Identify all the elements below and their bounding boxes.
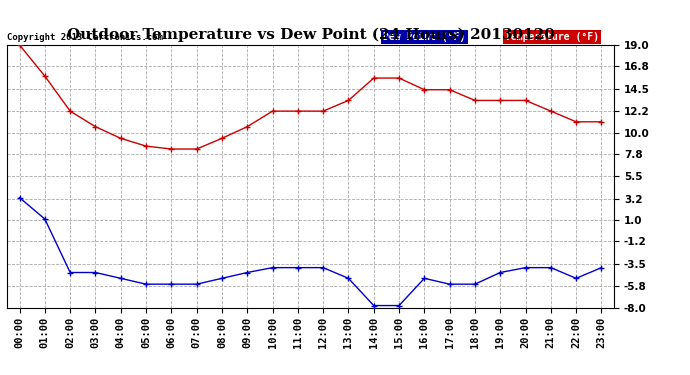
Text: Dew Point (°F): Dew Point (°F) (384, 32, 466, 42)
Text: Copyright 2013 Cartronics.com: Copyright 2013 Cartronics.com (7, 33, 163, 42)
Text: Temperature (°F): Temperature (°F) (505, 32, 599, 42)
Title: Outdoor Temperature vs Dew Point (24 Hours) 20130120: Outdoor Temperature vs Dew Point (24 Hou… (66, 28, 555, 42)
